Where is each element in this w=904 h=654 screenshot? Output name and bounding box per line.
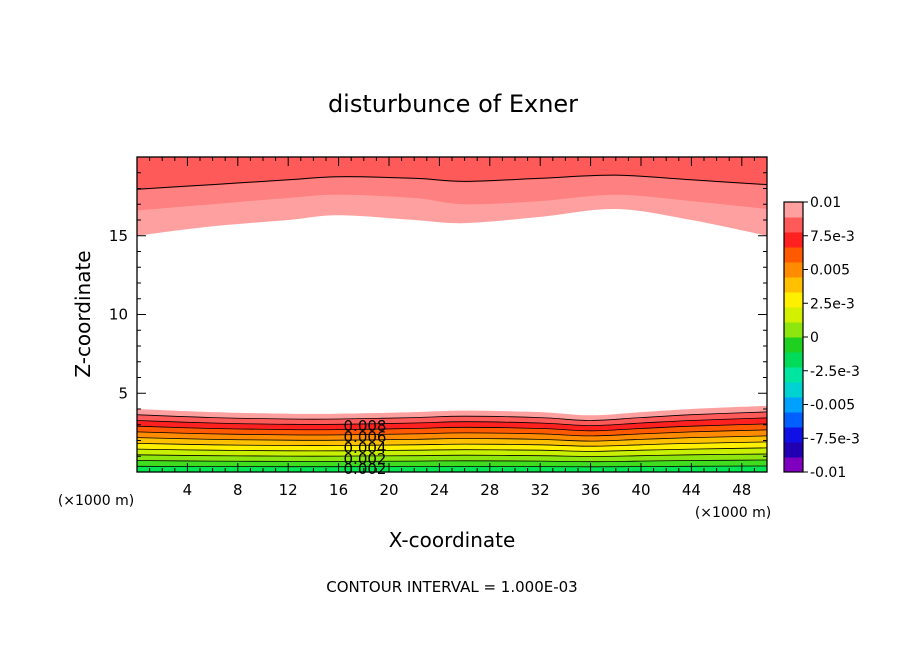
x-tick-label: 12 xyxy=(279,481,298,499)
colorbar-segment xyxy=(784,262,803,278)
lower-contour-line xyxy=(137,465,767,468)
colorbar-label: -7.5e-3 xyxy=(810,431,860,447)
lower-contour-line xyxy=(137,447,767,452)
colorbar-segment xyxy=(784,412,803,428)
chart-title: disturbunce of Exner xyxy=(328,90,578,118)
colorbar-segment xyxy=(784,217,803,233)
colorbar-segment xyxy=(784,367,803,383)
contour-label: 0.002 xyxy=(344,460,387,478)
lower-contour-line xyxy=(137,429,767,437)
x-unit-left: (×1000 m) xyxy=(58,493,134,509)
x-axis-label: X-coordinate xyxy=(389,528,516,552)
colorbar-label: -0.01 xyxy=(810,465,846,481)
x-tick-label: 32 xyxy=(531,481,550,499)
x-tick-label: 4 xyxy=(183,481,193,499)
colorbar-segment xyxy=(784,352,803,368)
colorbar-label: 7.5e-3 xyxy=(810,229,855,245)
upper-contour-bands xyxy=(137,157,767,236)
colorbar-label: 0 xyxy=(810,330,819,346)
x-tick-label: 16 xyxy=(329,481,348,499)
lower-contour-line xyxy=(137,423,767,432)
colorbar-segment xyxy=(784,337,803,353)
lower-contour-line xyxy=(137,459,767,463)
contour-interval-footer: CONTOUR INTERVAL = 1.000E-03 xyxy=(326,578,577,596)
colorbar-label: 0.005 xyxy=(810,263,850,279)
x-tick-label: 8 xyxy=(233,481,243,499)
contour-labels: 0.008 0.006 0.004 0.002 0.002 xyxy=(344,417,387,478)
contour-label: 0.008 xyxy=(344,417,387,435)
colorbar-segment xyxy=(784,292,803,308)
lower-contour-line xyxy=(137,417,767,427)
y-axis-label: Z-coordinate xyxy=(71,250,95,377)
y-tick-label: 10 xyxy=(109,306,128,324)
lower-contour-line xyxy=(137,453,767,457)
x-unit-right: (×1000 m) xyxy=(695,505,771,521)
y-tick-label: 15 xyxy=(109,227,128,245)
upper-band xyxy=(137,157,767,191)
colorbar-segment xyxy=(784,442,803,458)
x-tick-label: 48 xyxy=(732,481,751,499)
x-tick-label: 28 xyxy=(480,481,499,499)
colorbar-label: -2.5e-3 xyxy=(810,364,860,380)
colorbar-segment xyxy=(784,457,803,473)
upper-contour-line xyxy=(137,174,767,190)
contour-label: 0.004 xyxy=(344,439,387,457)
colorbar-segment xyxy=(784,277,803,293)
colorbar-segment xyxy=(784,397,803,413)
x-tick-label: 40 xyxy=(631,481,650,499)
y-axis: 5 10 15 xyxy=(109,172,767,457)
lower-contour-bands xyxy=(137,405,767,472)
x-tick-label: 20 xyxy=(379,481,398,499)
lower-contour-line xyxy=(137,441,767,447)
contour-label: 0.002 xyxy=(344,450,387,468)
colorbar-segment xyxy=(784,247,803,263)
colorbar: 0.01 7.5e-3 0.005 2.5e-3 0 -2.5e-3 -0.005 -7.5e… xyxy=(783,195,860,481)
colorbar-label: -0.005 xyxy=(810,398,855,414)
plot-area xyxy=(137,157,767,472)
y-tick-label: 5 xyxy=(118,384,128,402)
colorbar-segment xyxy=(784,322,803,338)
colorbar-segment xyxy=(784,427,803,443)
x-axis: 4 8 12 16 20 24 28 32 36 40 44 48 xyxy=(149,157,755,499)
x-tick-label: 36 xyxy=(581,481,600,499)
x-tick-label: 24 xyxy=(430,481,449,499)
colorbar-label: 0.01 xyxy=(810,195,841,211)
colorbar-label: 2.5e-3 xyxy=(810,296,855,312)
colorbar-segment xyxy=(784,307,803,323)
x-tick-label: 44 xyxy=(682,481,701,499)
contour-label: 0.006 xyxy=(344,428,387,446)
lower-contour-line xyxy=(137,435,767,442)
colorbar-segment xyxy=(784,232,803,248)
colorbar-segment xyxy=(784,202,803,218)
lower-contour-line xyxy=(137,411,767,421)
colorbar-segment xyxy=(784,382,803,398)
